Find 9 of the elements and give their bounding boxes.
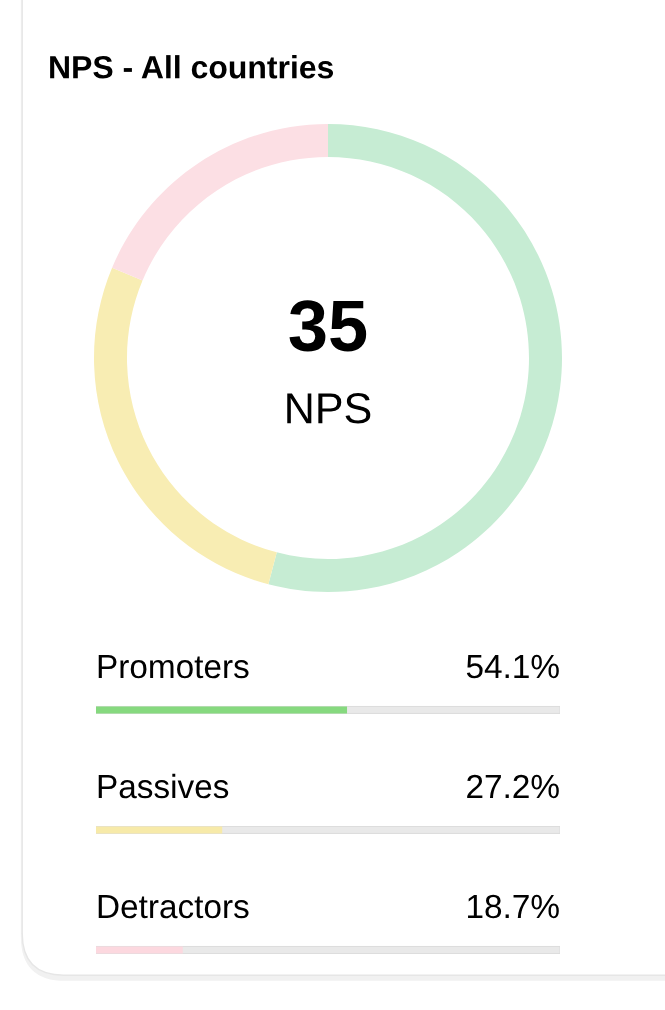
- data-label: 18.7%: [468, 894, 559, 919]
- text: 35: [289, 300, 367, 352]
- data-label: 27.2%: [467, 774, 559, 799]
- category-label: Detractors: [98, 895, 249, 919]
- category-label: Passives: [98, 773, 229, 799]
- text: NPS: [287, 393, 371, 424]
- chart-title: NPS - All countries: [50, 55, 334, 79]
- data-label: 54.1%: [466, 654, 559, 679]
- category-label: Promoters: [98, 655, 249, 679]
